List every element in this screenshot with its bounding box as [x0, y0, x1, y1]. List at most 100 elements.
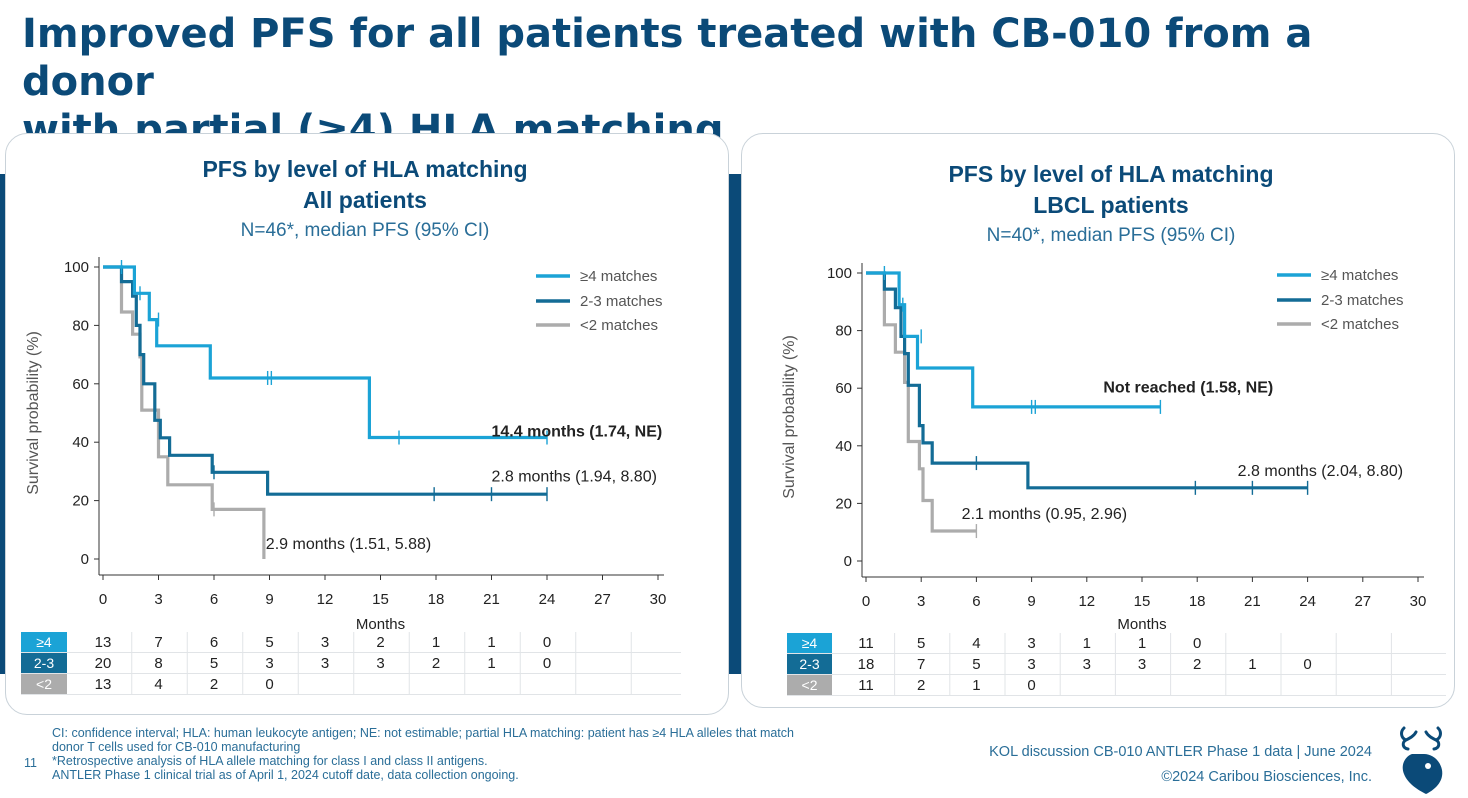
chart-subtitle: LBCL patients: [1033, 192, 1188, 218]
at-risk-row-label: 2-3: [34, 655, 54, 671]
km-chart-lbcl-patients: PFS by level of HLA matching LBCL patient…: [781, 161, 1446, 696]
median-pfs-label: Not reached (1.58, NE): [1103, 380, 1273, 397]
legend-label: ≥4 matches: [1321, 267, 1398, 284]
at-risk-row-label: <2: [36, 676, 52, 692]
at-risk-count: 11: [858, 635, 874, 652]
at-risk-row-label: ≥4: [36, 634, 52, 650]
at-risk-row-label-cell: [787, 633, 832, 653]
footnote-line: donor T cells used for CB-010 manufactur…: [52, 740, 301, 754]
median-pfs-label: 14.4 months (1.74, NE): [492, 423, 663, 440]
median-pfs-label: 2.9 months (1.51, 5.88): [266, 536, 431, 553]
at-risk-count: 2: [210, 676, 218, 693]
footnote-line: ANTLER Phase 1 clinical trial as of Apri…: [52, 768, 519, 782]
x-tick-label: 6: [210, 591, 218, 608]
footer-info: KOL discussion CB-010 ANTLER Phase 1 dat…: [989, 740, 1372, 790]
at-risk-count: 5: [917, 635, 925, 652]
median-pfs-label: 2.8 months (2.04, 8.80): [1238, 463, 1403, 480]
x-tick-label: 15: [372, 591, 389, 608]
y-tick-label: 100: [827, 265, 852, 282]
median-pfs-label: 2.8 months (1.94, 8.80): [492, 469, 657, 486]
y-axis-label: Survival probability (%): [25, 331, 42, 495]
chart-panel-all-patients: PFS by level of HLA matching All patients…: [5, 133, 729, 715]
at-risk-row-label: 2-3: [799, 656, 819, 672]
at-risk-count: 4: [972, 635, 980, 652]
x-tick-label: 24: [1299, 593, 1316, 610]
at-risk-count: 3: [1083, 656, 1091, 673]
middle-accent-bar: [729, 174, 741, 674]
x-tick-label: 27: [594, 591, 611, 608]
chart-title: PFS by level of HLA matching: [202, 156, 527, 182]
x-tick-label: 0: [99, 591, 107, 608]
chart-title: PFS by level of HLA matching: [948, 161, 1273, 187]
x-axis-label: Months: [1117, 616, 1166, 633]
median-pfs-label: 2.1 months (0.95, 2.96): [962, 506, 1127, 523]
at-risk-count: 6: [210, 634, 218, 651]
at-risk-count: 8: [154, 655, 162, 672]
y-tick-label: 20: [72, 493, 89, 510]
x-tick-label: 18: [428, 591, 445, 608]
x-tick-label: 30: [1410, 593, 1427, 610]
x-tick-label: 3: [917, 593, 925, 610]
footer-event-line: KOL discussion CB-010 ANTLER Phase 1 dat…: [989, 744, 1372, 760]
km-series-line: [103, 265, 547, 440]
x-tick-label: 27: [1354, 593, 1371, 610]
x-tick-label: 12: [1078, 593, 1095, 610]
y-tick-label: 60: [835, 380, 852, 397]
at-risk-count: 3: [321, 634, 329, 651]
at-risk-count: 0: [265, 676, 273, 693]
km-series-line: [866, 271, 1161, 409]
at-risk-count: 18: [858, 656, 875, 673]
x-tick-label: 9: [1027, 593, 1035, 610]
at-risk-count: 3: [376, 655, 384, 672]
km-series-line: [866, 271, 1308, 490]
x-tick-label: 6: [972, 593, 980, 610]
at-risk-row-label-cell: [21, 653, 67, 673]
footnotes: CI: confidence interval; HLA: human leuk…: [52, 726, 932, 782]
y-tick-label: 0: [81, 551, 89, 568]
at-risk-count: 0: [1027, 677, 1035, 694]
chart-subtitle: All patients: [303, 187, 427, 213]
legend-label: 2-3 matches: [580, 293, 663, 310]
caribou-logo-icon: [1400, 726, 1443, 794]
y-tick-label: 40: [835, 438, 852, 455]
at-risk-count: 1: [1248, 656, 1256, 673]
at-risk-count: 0: [1303, 656, 1311, 673]
at-risk-count: 3: [321, 655, 329, 672]
at-risk-count: 3: [1027, 635, 1035, 652]
at-risk-count: 13: [95, 676, 112, 693]
x-tick-label: 3: [154, 591, 162, 608]
km-series-line: [866, 271, 977, 533]
at-risk-count: 1: [1138, 635, 1146, 652]
km-series-line: [103, 265, 547, 496]
at-risk-count: 1: [487, 655, 495, 672]
at-risk-row-label-cell: [21, 632, 67, 652]
y-tick-label: 40: [72, 434, 89, 451]
at-risk-count: 13: [95, 634, 112, 651]
at-risk-count: 2: [432, 655, 440, 672]
at-risk-count: 2: [376, 634, 384, 651]
at-risk-count: 7: [917, 656, 925, 673]
footnote-line: *Retrospective analysis of HLA allele ma…: [52, 754, 488, 768]
at-risk-count: 1: [1083, 635, 1091, 652]
footer-copyright: ©2024 Caribou Biosciences, Inc.: [1161, 769, 1372, 785]
legend-label: <2 matches: [580, 317, 658, 334]
at-risk-count: 0: [1193, 635, 1201, 652]
at-risk-count: 1: [432, 634, 440, 651]
chart-panel-lbcl-patients: PFS by level of HLA matching LBCL patient…: [741, 133, 1455, 708]
at-risk-count: 11: [858, 677, 874, 694]
y-tick-label: 0: [844, 553, 852, 570]
at-risk-count: 5: [210, 655, 218, 672]
y-axis-label: Survival probability (%): [781, 335, 798, 499]
at-risk-row-label-cell: [787, 675, 832, 695]
km-chart-all-patients: PFS by level of HLA matching All patients…: [21, 156, 681, 695]
x-tick-label: 24: [539, 591, 556, 608]
y-tick-label: 100: [64, 259, 89, 276]
at-risk-count: 0: [543, 634, 551, 651]
y-tick-label: 60: [72, 376, 89, 393]
km-series-line: [103, 265, 266, 559]
page-number: 11: [24, 756, 37, 770]
x-tick-label: 18: [1189, 593, 1206, 610]
at-risk-count: 4: [154, 676, 162, 693]
legend-label: <2 matches: [1321, 316, 1399, 333]
legend-label: 2-3 matches: [1321, 292, 1404, 309]
